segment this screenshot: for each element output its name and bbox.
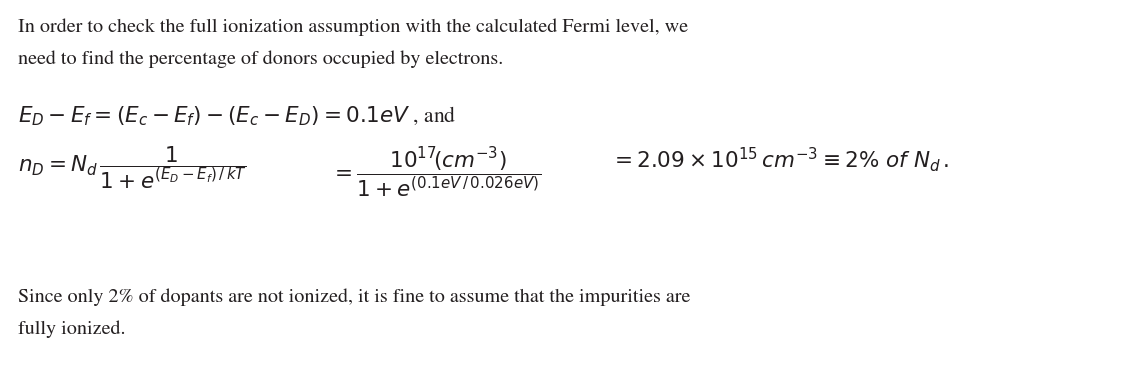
Text: In order to check the full ionization assumption with the calculated Fermi level: In order to check the full ionization as…: [18, 18, 688, 36]
Text: $= \dfrac{10^{17}\!\left(cm^{-3}\right)}{1 + e^{(0.1eV\,/\,0.026eV)}}$: $= \dfrac{10^{17}\!\left(cm^{-3}\right)}…: [331, 145, 541, 199]
Text: fully ionized.: fully ionized.: [18, 320, 126, 338]
Text: Since only 2% of dopants are not ionized, it is fine to assume that the impuriti: Since only 2% of dopants are not ionized…: [18, 288, 691, 306]
Text: $E_D - E_f = (E_c - E_f) - (E_c - E_D) = 0.1eV$ , and: $E_D - E_f = (E_c - E_f) - (E_c - E_D) =…: [18, 105, 456, 128]
Text: need to find the percentage of donors occupied by electrons.: need to find the percentage of donors oc…: [18, 50, 504, 68]
Text: $= 2.09 \times 10^{15}\,cm^{-3} \equiv 2\%\ of\ N_d\,.$: $= 2.09 \times 10^{15}\,cm^{-3} \equiv 2…: [610, 145, 950, 174]
Text: $n_D = N_d\,\dfrac{1}{1 + e^{(E_D - E_f)\,/\,kT}}$: $n_D = N_d\,\dfrac{1}{1 + e^{(E_D - E_f)…: [18, 145, 247, 191]
